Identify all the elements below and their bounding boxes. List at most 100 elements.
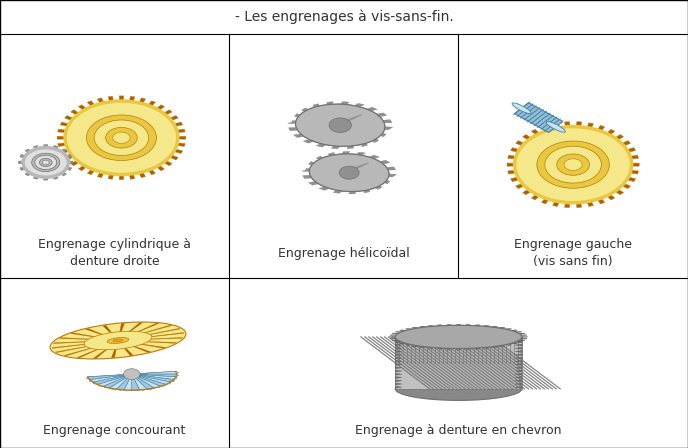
Polygon shape xyxy=(531,194,539,200)
Polygon shape xyxy=(43,145,48,148)
Polygon shape xyxy=(288,121,296,124)
Polygon shape xyxy=(156,105,164,111)
Circle shape xyxy=(65,101,178,174)
Polygon shape xyxy=(515,344,522,346)
Polygon shape xyxy=(376,186,382,190)
Polygon shape xyxy=(77,346,105,358)
Polygon shape xyxy=(395,341,402,342)
Polygon shape xyxy=(53,146,58,149)
Polygon shape xyxy=(505,344,512,345)
Polygon shape xyxy=(20,155,25,158)
Polygon shape xyxy=(387,167,396,170)
Polygon shape xyxy=(25,149,31,153)
Polygon shape xyxy=(499,327,505,328)
Polygon shape xyxy=(56,344,98,353)
Polygon shape xyxy=(515,360,522,362)
Polygon shape xyxy=(395,380,402,382)
Circle shape xyxy=(515,127,632,203)
Polygon shape xyxy=(139,98,146,103)
Polygon shape xyxy=(60,338,99,340)
Polygon shape xyxy=(34,176,39,179)
Ellipse shape xyxy=(310,154,389,191)
Ellipse shape xyxy=(395,325,522,349)
Polygon shape xyxy=(395,386,402,388)
Polygon shape xyxy=(491,346,497,348)
Polygon shape xyxy=(148,101,155,107)
Polygon shape xyxy=(384,180,390,184)
Ellipse shape xyxy=(107,337,129,344)
Polygon shape xyxy=(597,198,605,204)
Polygon shape xyxy=(309,181,319,185)
Polygon shape xyxy=(66,155,72,158)
Polygon shape xyxy=(109,374,132,389)
Polygon shape xyxy=(319,187,330,190)
Polygon shape xyxy=(87,169,95,175)
Polygon shape xyxy=(139,337,182,340)
Polygon shape xyxy=(132,374,177,379)
Polygon shape xyxy=(607,129,615,135)
Polygon shape xyxy=(89,374,132,382)
Polygon shape xyxy=(372,139,379,142)
Polygon shape xyxy=(437,348,442,349)
Polygon shape xyxy=(395,354,402,356)
Polygon shape xyxy=(97,98,104,103)
Polygon shape xyxy=(61,149,67,153)
Polygon shape xyxy=(531,129,539,135)
Polygon shape xyxy=(93,346,111,358)
Polygon shape xyxy=(390,338,396,339)
Polygon shape xyxy=(587,123,594,129)
Circle shape xyxy=(124,369,140,379)
Polygon shape xyxy=(148,169,155,175)
Polygon shape xyxy=(392,333,398,334)
Polygon shape xyxy=(380,133,386,137)
Polygon shape xyxy=(367,107,377,111)
Circle shape xyxy=(39,158,52,167)
Polygon shape xyxy=(20,167,25,170)
Polygon shape xyxy=(54,341,97,344)
Polygon shape xyxy=(93,374,132,384)
Polygon shape xyxy=(428,347,434,349)
Polygon shape xyxy=(87,101,95,107)
Polygon shape xyxy=(515,354,522,356)
Ellipse shape xyxy=(84,331,152,350)
Polygon shape xyxy=(400,330,407,331)
Circle shape xyxy=(94,120,149,155)
Polygon shape xyxy=(163,160,172,166)
Polygon shape xyxy=(376,113,387,116)
Polygon shape xyxy=(294,114,300,117)
Polygon shape xyxy=(332,146,340,149)
Polygon shape xyxy=(294,134,304,138)
Polygon shape xyxy=(119,174,124,180)
Polygon shape xyxy=(132,374,140,391)
Polygon shape xyxy=(23,159,68,164)
Polygon shape xyxy=(447,324,451,326)
Polygon shape xyxy=(405,344,412,345)
Polygon shape xyxy=(515,376,522,379)
Polygon shape xyxy=(108,96,114,102)
Polygon shape xyxy=(78,105,87,111)
Polygon shape xyxy=(327,102,334,105)
Ellipse shape xyxy=(296,104,385,146)
Polygon shape xyxy=(395,383,402,385)
Polygon shape xyxy=(522,336,527,337)
Polygon shape xyxy=(565,122,570,127)
Polygon shape xyxy=(66,167,72,170)
Polygon shape xyxy=(316,156,323,159)
Polygon shape xyxy=(515,350,522,353)
Polygon shape xyxy=(361,143,367,146)
Text: Engrenage cylindrique à
denture droite: Engrenage cylindrique à denture droite xyxy=(38,238,191,268)
Polygon shape xyxy=(400,343,407,344)
Polygon shape xyxy=(515,370,522,372)
Polygon shape xyxy=(510,330,517,331)
Polygon shape xyxy=(516,141,524,146)
Polygon shape xyxy=(302,168,310,172)
Polygon shape xyxy=(389,174,396,177)
Polygon shape xyxy=(347,146,354,149)
Polygon shape xyxy=(140,332,184,338)
Polygon shape xyxy=(177,143,185,146)
Polygon shape xyxy=(132,374,154,389)
Text: Engrenage à denture en chevron: Engrenage à denture en chevron xyxy=(355,423,562,437)
Ellipse shape xyxy=(113,339,123,342)
Polygon shape xyxy=(622,184,630,189)
Polygon shape xyxy=(515,341,522,342)
